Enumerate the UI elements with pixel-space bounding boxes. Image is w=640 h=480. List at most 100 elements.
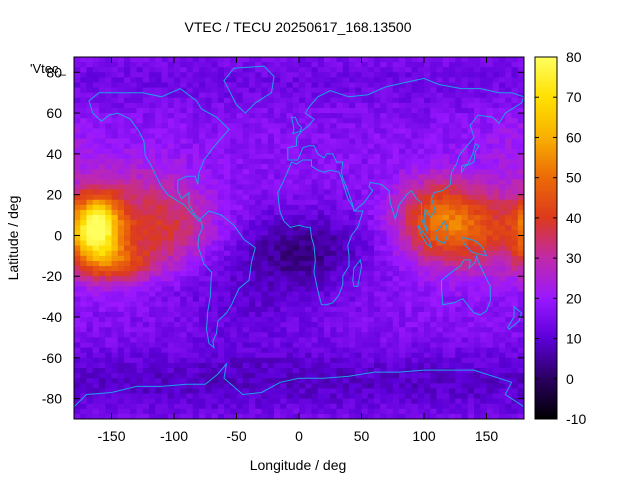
heatmap-cell (161, 357, 169, 364)
heatmap-cell (380, 235, 388, 242)
heatmap-cell (311, 118, 319, 124)
heatmap-cell (155, 57, 163, 63)
heatmap-cell (192, 296, 200, 303)
heatmap-cell (342, 342, 350, 349)
heatmap-cell (511, 158, 519, 165)
heatmap-cell (461, 296, 469, 303)
heatmap-cell (355, 123, 363, 129)
heatmap-cell (374, 276, 381, 282)
heatmap-cell (217, 220, 225, 226)
heatmap-cell (180, 184, 188, 191)
heatmap-cell (205, 286, 213, 293)
heatmap-cell (436, 92, 444, 99)
heatmap-cell (186, 317, 194, 323)
heatmap-cell (142, 174, 150, 180)
heatmap-cell (305, 317, 313, 323)
heatmap-cell (230, 368, 238, 374)
heatmap-cell (99, 260, 106, 267)
heatmap-cell (517, 393, 524, 400)
heatmap-cell (517, 174, 524, 180)
heatmap-cell (236, 138, 244, 145)
heatmap-cell (499, 164, 506, 170)
heatmap-cell (367, 92, 375, 99)
heatmap-cell (230, 209, 238, 216)
heatmap-cell (317, 276, 325, 282)
heatmap-cell (86, 230, 94, 237)
heatmap-cell (517, 67, 524, 73)
heatmap-cell (349, 62, 356, 68)
heatmap-cell (399, 332, 406, 339)
heatmap-cell (155, 245, 163, 252)
heatmap-cell (361, 373, 369, 379)
heatmap-cell (380, 123, 388, 129)
heatmap-cell (486, 250, 494, 257)
heatmap-cell (80, 67, 88, 73)
heatmap-cell (405, 184, 413, 191)
heatmap-cell (230, 164, 238, 170)
heatmap-cell (99, 87, 106, 94)
heatmap-cell (305, 286, 313, 293)
heatmap-cell (236, 398, 244, 405)
heatmap-cell (505, 184, 513, 191)
heatmap-cell (217, 357, 225, 364)
heatmap-cell (236, 153, 244, 160)
heatmap-cell (299, 352, 306, 359)
heatmap-cell (217, 378, 225, 384)
heatmap-cell (130, 327, 138, 333)
heatmap-cell (311, 296, 319, 303)
heatmap-cell (274, 260, 281, 267)
heatmap-cell (442, 357, 450, 364)
heatmap-cell (74, 393, 81, 400)
heatmap-cell (380, 220, 388, 226)
heatmap-cell (330, 107, 338, 114)
heatmap-cell (280, 97, 288, 104)
heatmap-cell (299, 362, 306, 369)
heatmap-cell (99, 291, 106, 298)
heatmap-cell (361, 250, 369, 257)
heatmap-cell (130, 62, 138, 68)
heatmap-cell (117, 352, 125, 359)
heatmap-cell (392, 260, 400, 267)
heatmap-cell (299, 260, 306, 267)
heatmap-cell (367, 368, 375, 374)
heatmap-cell (386, 225, 394, 231)
heatmap-cell (299, 174, 306, 180)
heatmap-cell (492, 317, 500, 323)
heatmap-cell (86, 306, 94, 313)
heatmap-cell (249, 194, 256, 201)
heatmap-cell (317, 128, 325, 135)
heatmap-cell (455, 62, 463, 68)
heatmap-cell (217, 153, 225, 160)
heatmap-cell (449, 255, 456, 262)
heatmap-cell (380, 240, 388, 247)
heatmap-cell (180, 189, 188, 196)
heatmap-cell (349, 398, 356, 405)
heatmap-cell (336, 215, 344, 221)
heatmap-cell (399, 92, 406, 99)
heatmap-cell (480, 398, 488, 405)
heatmap-cell (230, 281, 238, 288)
heatmap-cell (149, 174, 156, 180)
heatmap-cell (517, 87, 524, 94)
heatmap-cell (505, 260, 513, 267)
heatmap-cell (167, 62, 175, 68)
heatmap-cell (305, 189, 313, 196)
heatmap-cell (505, 250, 513, 257)
heatmap-cell (199, 398, 206, 405)
heatmap-cell (167, 87, 175, 94)
heatmap-cell (99, 368, 106, 374)
heatmap-cell (142, 209, 150, 216)
heatmap-cell (330, 322, 338, 328)
heatmap-cell (405, 82, 413, 89)
heatmap-cell (261, 362, 269, 369)
heatmap-cell (105, 296, 113, 303)
heatmap-cell (142, 342, 150, 349)
heatmap-cell (511, 311, 519, 318)
heatmap-cell (174, 337, 181, 344)
heatmap-cell (342, 327, 350, 333)
heatmap-cell (280, 199, 288, 206)
heatmap-cell (242, 393, 250, 400)
heatmap-cell (411, 107, 419, 114)
heatmap-cell (224, 276, 231, 282)
heatmap-cell (236, 250, 244, 257)
